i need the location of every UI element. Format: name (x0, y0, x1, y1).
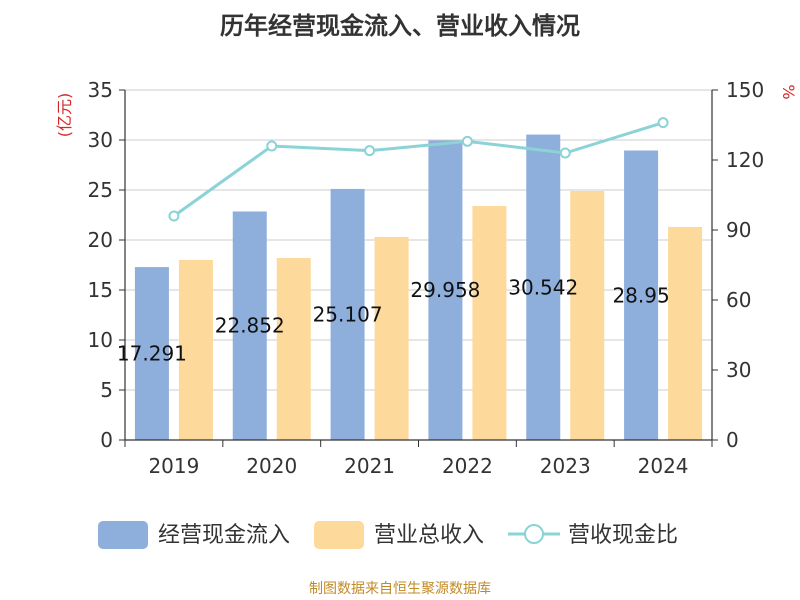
data-label: 25.107 (313, 302, 383, 326)
x-tick-label: 2023 (540, 454, 591, 478)
grid (125, 89, 712, 441)
data-source-note: 制图数据来自恒生聚源数据库 (309, 581, 491, 597)
legend-marker (524, 524, 544, 544)
chart-title: 历年经营现金流入、营业收入情况 (220, 12, 580, 40)
right-tick-label: 150 (726, 78, 764, 102)
left-tick-label: 0 (100, 428, 113, 452)
x-tick-label: 2024 (638, 454, 689, 478)
left-tick-label: 5 (100, 378, 113, 402)
left-tick-label: 15 (88, 278, 113, 302)
x-tick-label: 2022 (442, 454, 493, 478)
right-tick-label: 60 (726, 288, 751, 312)
axes: 0 5 10 15 20 25 30 35 0 30 60 90 120 150 (亿元)% 2019 2020… (55, 78, 798, 478)
legend-label: 营收现金比 (568, 523, 678, 548)
data-label: 22.852 (215, 314, 285, 338)
series-line (173, 121, 664, 218)
bar (134, 267, 169, 440)
left-tick-label: 10 (88, 328, 113, 352)
line-point (657, 117, 669, 129)
left-tick-label: 30 (88, 128, 113, 152)
bar (624, 150, 659, 440)
line-point (266, 140, 278, 152)
bar (374, 237, 409, 440)
data-label: 30.542 (508, 275, 578, 299)
legend-swatch (98, 521, 148, 549)
bar (232, 211, 267, 440)
left-tick-label: 35 (88, 78, 113, 102)
line-point (461, 135, 473, 147)
line-point (168, 210, 180, 222)
x-tick-label: 2019 (148, 454, 199, 478)
line-point (559, 147, 571, 159)
right-tick-label: 0 (726, 428, 739, 452)
bar (570, 191, 605, 440)
line-point (364, 145, 376, 157)
bar (276, 258, 311, 440)
data-label: 28.95 (612, 283, 669, 307)
bar (330, 188, 365, 440)
right-axis-unit: % (779, 84, 798, 99)
legend-label: 经营现金流入 (158, 523, 290, 548)
data-labels: 17.291 22.852 25.107 29.958 30.542 28.95 (117, 275, 670, 365)
left-axis-unit: (亿元) (55, 93, 74, 138)
bar (526, 134, 561, 440)
bar (178, 260, 213, 440)
right-tick-label: 120 (726, 148, 764, 172)
bar (668, 227, 703, 440)
x-tick-label: 2021 (344, 454, 395, 478)
bars (134, 134, 703, 441)
left-tick-label: 20 (88, 228, 113, 252)
right-tick-label: 30 (726, 358, 751, 382)
bar (428, 140, 463, 441)
legend-label: 营业总收入 (374, 523, 484, 548)
legend: 经营现金流入 营业总收入 营收现金比 (98, 521, 678, 549)
left-tick-label: 25 (88, 178, 113, 202)
legend-swatch (314, 521, 364, 549)
data-label: 17.291 (117, 342, 187, 366)
bar (472, 206, 507, 440)
data-label: 29.958 (410, 278, 480, 302)
x-tick-label: 2020 (246, 454, 297, 478)
line-series (168, 117, 669, 222)
right-tick-label: 90 (726, 218, 751, 242)
